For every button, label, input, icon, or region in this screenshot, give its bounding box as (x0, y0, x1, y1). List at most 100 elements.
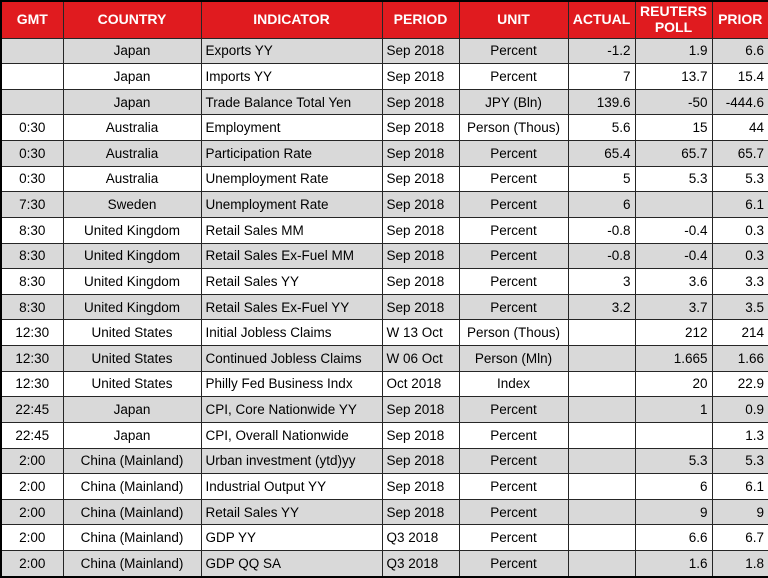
cell-period[interactable]: Sep 2018 (381, 396, 460, 423)
cell-period[interactable]: Sep 2018 (381, 140, 460, 167)
cell-unit[interactable]: Percent (458, 421, 569, 449)
cell-gmt[interactable]: 8:30 (0, 216, 64, 244)
cell-poll[interactable]: -0.4 (634, 242, 713, 270)
cell-prior[interactable]: 1.3 (711, 421, 768, 449)
cell-gmt[interactable] (0, 37, 64, 65)
cell-actual[interactable] (567, 319, 636, 346)
cell-country[interactable]: Japan (62, 63, 202, 90)
cell-gmt[interactable]: 8:30 (0, 268, 64, 295)
cell-gmt[interactable]: 12:30 (0, 370, 64, 398)
cell-unit[interactable]: Percent (458, 63, 569, 90)
cell-period[interactable]: Oct 2018 (381, 370, 460, 398)
cell-country[interactable]: United Kingdom (62, 293, 202, 321)
cell-indicator[interactable]: Unemployment Rate (200, 165, 383, 193)
cell-unit[interactable]: Percent (458, 216, 569, 244)
cell-poll[interactable]: 212 (634, 319, 713, 346)
cell-unit[interactable]: Person (Thous) (458, 114, 569, 141)
cell-poll[interactable]: 1.6 (634, 550, 713, 578)
cell-poll[interactable]: 6 (634, 473, 713, 500)
cell-poll[interactable]: 20 (634, 370, 713, 398)
cell-country[interactable]: United Kingdom (62, 216, 202, 244)
cell-indicator[interactable]: Retail Sales MM (200, 216, 383, 244)
cell-poll[interactable]: 6.6 (634, 524, 713, 551)
cell-unit[interactable]: Person (Mln) (458, 345, 569, 372)
cell-gmt[interactable]: 8:30 (0, 242, 64, 270)
cell-period[interactable]: Sep 2018 (381, 421, 460, 449)
cell-indicator[interactable]: Participation Rate (200, 140, 383, 167)
cell-actual[interactable] (567, 396, 636, 423)
cell-gmt[interactable]: 7:30 (0, 191, 64, 218)
cell-gmt[interactable] (0, 63, 64, 90)
cell-actual[interactable]: 6 (567, 191, 636, 218)
cell-period[interactable]: Sep 2018 (381, 293, 460, 321)
header-cell-reuters-poll[interactable]: REUTERS POLL (634, 0, 713, 39)
cell-prior[interactable]: 6.1 (711, 191, 768, 218)
cell-indicator[interactable]: Retail Sales YY (200, 498, 383, 526)
cell-prior[interactable]: -444.6 (711, 88, 768, 116)
cell-gmt[interactable] (0, 88, 64, 116)
cell-country[interactable]: China (Mainland) (62, 473, 202, 500)
cell-period[interactable]: Sep 2018 (381, 191, 460, 218)
cell-prior[interactable]: 22.9 (711, 370, 768, 398)
cell-unit[interactable]: Percent (458, 524, 569, 551)
cell-gmt[interactable]: 0:30 (0, 114, 64, 141)
cell-poll[interactable]: 3.7 (634, 293, 713, 321)
cell-indicator[interactable]: Industrial Output YY (200, 473, 383, 500)
cell-country[interactable]: China (Mainland) (62, 498, 202, 526)
header-cell-country[interactable]: COUNTRY (62, 0, 202, 39)
cell-gmt[interactable]: 22:45 (0, 396, 64, 423)
header-cell-period[interactable]: PERIOD (381, 0, 460, 39)
cell-gmt[interactable]: 0:30 (0, 165, 64, 193)
cell-unit[interactable]: Percent (458, 37, 569, 65)
cell-country[interactable]: Australia (62, 140, 202, 167)
cell-gmt[interactable]: 12:30 (0, 345, 64, 372)
cell-actual[interactable]: 3.2 (567, 293, 636, 321)
cell-indicator[interactable]: Initial Jobless Claims (200, 319, 383, 346)
cell-actual[interactable] (567, 498, 636, 526)
cell-indicator[interactable]: Retail Sales Ex-Fuel YY (200, 293, 383, 321)
cell-actual[interactable] (567, 421, 636, 449)
cell-indicator[interactable]: Retail Sales YY (200, 268, 383, 295)
cell-country[interactable]: Sweden (62, 191, 202, 218)
cell-gmt[interactable]: 8:30 (0, 293, 64, 321)
cell-actual[interactable]: 139.6 (567, 88, 636, 116)
cell-prior[interactable]: 5.3 (711, 447, 768, 475)
cell-period[interactable]: Sep 2018 (381, 114, 460, 141)
cell-prior[interactable]: 3.3 (711, 268, 768, 295)
cell-gmt[interactable]: 22:45 (0, 421, 64, 449)
cell-country[interactable]: United States (62, 345, 202, 372)
cell-indicator[interactable]: Trade Balance Total Yen (200, 88, 383, 116)
cell-indicator[interactable]: Philly Fed Business Indx (200, 370, 383, 398)
cell-period[interactable]: Sep 2018 (381, 268, 460, 295)
cell-prior[interactable]: 6.7 (711, 524, 768, 551)
cell-actual[interactable]: 7 (567, 63, 636, 90)
cell-prior[interactable]: 65.7 (711, 140, 768, 167)
cell-prior[interactable]: 5.3 (711, 165, 768, 193)
cell-country[interactable]: Japan (62, 421, 202, 449)
cell-poll[interactable] (634, 421, 713, 449)
cell-prior[interactable]: 6.6 (711, 37, 768, 65)
cell-poll[interactable] (634, 191, 713, 218)
cell-country[interactable]: China (Mainland) (62, 447, 202, 475)
cell-period[interactable]: W 13 Oct (381, 319, 460, 346)
cell-unit[interactable]: Percent (458, 165, 569, 193)
cell-unit[interactable]: Percent (458, 498, 569, 526)
header-cell-actual[interactable]: ACTUAL (567, 0, 636, 39)
cell-country[interactable]: Australia (62, 165, 202, 193)
cell-country[interactable]: Japan (62, 88, 202, 116)
cell-country[interactable]: United Kingdom (62, 268, 202, 295)
cell-poll[interactable]: 1.9 (634, 37, 713, 65)
cell-unit[interactable]: Percent (458, 293, 569, 321)
cell-unit[interactable]: Percent (458, 242, 569, 270)
cell-actual[interactable]: 3 (567, 268, 636, 295)
cell-indicator[interactable]: CPI, Core Nationwide YY (200, 396, 383, 423)
cell-country[interactable]: China (Mainland) (62, 550, 202, 578)
cell-period[interactable]: Sep 2018 (381, 216, 460, 244)
cell-unit[interactable]: Percent (458, 447, 569, 475)
cell-period[interactable]: Sep 2018 (381, 498, 460, 526)
cell-poll[interactable]: 5.3 (634, 165, 713, 193)
header-cell-indicator[interactable]: INDICATOR (200, 0, 383, 39)
cell-period[interactable]: Sep 2018 (381, 165, 460, 193)
cell-period[interactable]: Sep 2018 (381, 242, 460, 270)
cell-unit[interactable]: Percent (458, 396, 569, 423)
